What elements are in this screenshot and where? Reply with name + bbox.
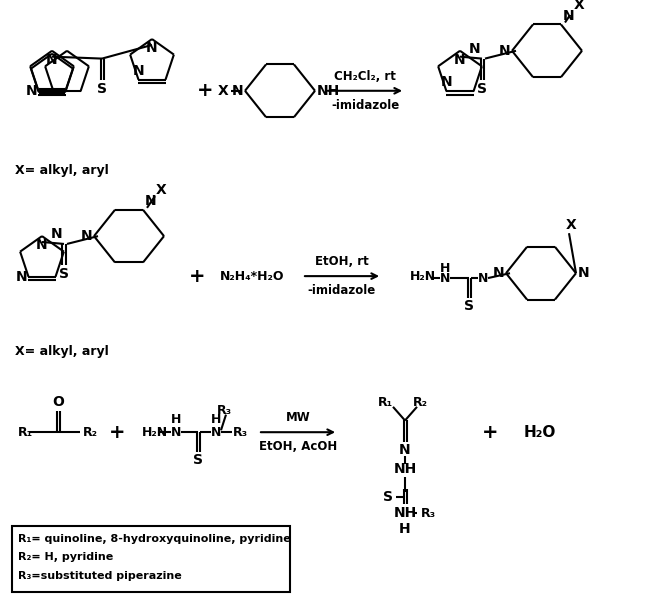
Text: EtOH, rt: EtOH, rt [315,255,369,268]
Text: N: N [133,63,144,78]
Text: N: N [454,53,466,66]
Text: H₂N: H₂N [142,426,168,438]
Text: EtOH, AcOH: EtOH, AcOH [259,440,337,453]
Text: H: H [171,413,181,426]
Text: N: N [26,84,38,98]
Text: NH: NH [317,84,340,98]
Text: N: N [50,227,62,241]
Bar [12,526,290,592]
Text: H: H [399,522,411,536]
Text: R₃: R₃ [421,507,436,520]
Text: N: N [46,53,58,66]
Text: N: N [563,8,575,23]
Text: +: + [197,81,213,100]
Text: R₂= H, pyridine: R₂= H, pyridine [18,552,113,562]
Text: N: N [440,271,450,285]
Text: H: H [211,413,221,426]
Text: S: S [383,489,393,504]
Text: N: N [36,238,48,252]
Text: S: S [97,82,107,96]
Text: N: N [171,426,181,438]
Text: CH₂Cl₂, rt: CH₂Cl₂, rt [334,70,396,83]
Text: X: X [155,183,166,197]
Text: -imidazole: -imidazole [308,284,376,297]
Text: N: N [499,44,510,58]
Text: X: X [566,219,577,232]
Text: N: N [146,41,158,55]
Text: H: H [440,262,450,275]
Text: H₂O: H₂O [524,425,556,440]
Text: R₃: R₃ [216,404,231,418]
Text: MW: MW [285,412,311,425]
Text: N: N [399,443,411,457]
Text: N: N [478,271,488,285]
Text: R₁= quinoline, 8-hydroxyquinoline, pyridine: R₁= quinoline, 8-hydroxyquinoline, pyrid… [18,534,291,543]
Text: R₁: R₁ [18,426,33,438]
Text: X= alkyl, aryl: X= alkyl, aryl [15,164,109,177]
Text: X: X [218,84,228,98]
Text: O: O [52,395,64,409]
Text: N: N [231,84,243,98]
Text: N: N [16,270,27,284]
Text: X= alkyl, aryl: X= alkyl, aryl [15,345,109,358]
Text: NH: NH [393,462,417,476]
Text: N₂H₄*H₂O: N₂H₄*H₂O [220,270,284,283]
Text: R₁: R₁ [378,397,393,410]
Text: +: + [109,423,125,441]
Text: N: N [81,229,92,243]
Text: H₂N: H₂N [410,270,436,283]
Text: R₃=substituted piperazine: R₃=substituted piperazine [18,571,182,580]
Text: NH: NH [393,506,417,520]
Text: +: + [482,423,499,441]
Text: S: S [193,453,203,467]
Text: N: N [441,75,452,89]
Text: R₂: R₂ [83,426,98,438]
Text: R₂: R₂ [413,397,428,410]
Text: N: N [145,194,157,208]
Text: S: S [477,82,487,96]
Text: N: N [469,42,480,56]
Text: R₃: R₃ [233,426,248,438]
Text: +: + [188,267,205,286]
Text: N: N [211,426,221,438]
Text: -imidazole: -imidazole [331,99,399,111]
Text: N: N [493,266,504,280]
Text: S: S [59,267,69,281]
Text: N: N [578,266,590,280]
Text: S: S [464,300,474,313]
Text: X: X [573,0,584,12]
